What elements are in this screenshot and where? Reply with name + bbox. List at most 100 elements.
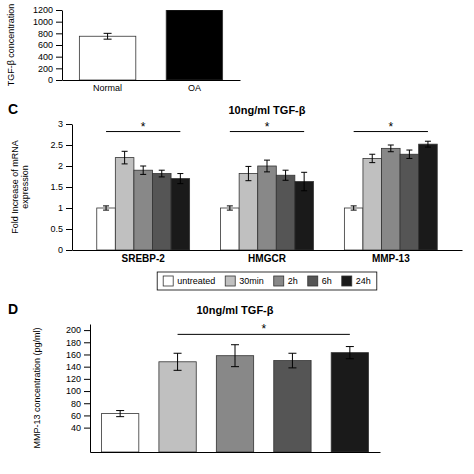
- tick-label: 400: [38, 52, 53, 62]
- error-bar: [346, 347, 354, 359]
- significance-text: *: [141, 120, 146, 134]
- legend-item: 30min: [225, 276, 264, 286]
- significance-text: *: [388, 120, 393, 134]
- panel: 020040060080010001200NormalOATGF-β conce…: [6, 4, 241, 94]
- legend-item: 24h: [342, 276, 371, 286]
- tick-mark: [84, 428, 90, 429]
- legend-swatch: [163, 276, 173, 286]
- chart-title: 10ng/ml TGF-β: [229, 104, 306, 116]
- significance-text: *: [265, 120, 270, 134]
- tick: 120: [66, 374, 90, 384]
- x-axis: NormalOA: [63, 81, 241, 94]
- legend-swatch: [274, 276, 284, 286]
- bar: [221, 208, 240, 250]
- legend-frame: [157, 272, 377, 290]
- error-bar: [264, 160, 270, 172]
- tick: 2: [58, 161, 72, 171]
- bar: [239, 174, 258, 250]
- bar: [295, 182, 314, 250]
- tick-label: 0: [58, 245, 63, 255]
- tick-mark: [84, 403, 90, 404]
- tick-label: 1000: [33, 17, 53, 27]
- panel-label: D: [8, 301, 18, 317]
- error-bar: [288, 353, 296, 368]
- legend-label: 24h: [356, 276, 371, 286]
- error-bar: [301, 172, 307, 190]
- legend-item: untreated: [163, 276, 215, 286]
- y-axis-title: Fold Increase of mRNAexpression: [10, 140, 30, 234]
- y-axis: 00.511.522.53: [50, 119, 72, 255]
- bar-series: [115, 151, 381, 250]
- bar: [258, 166, 277, 250]
- tick-mark: [84, 342, 90, 343]
- bar: [382, 148, 401, 250]
- tick-label: 180: [66, 338, 81, 348]
- tick: HMGCR: [248, 253, 287, 264]
- chart-root: 020040060080010001200NormalOATGF-β conce…: [0, 0, 474, 474]
- bar: [419, 144, 438, 250]
- tick: 0: [58, 245, 72, 255]
- tick-label: 1200: [33, 5, 53, 15]
- tick-mark: [56, 68, 62, 69]
- legend-swatch: [342, 276, 352, 286]
- bar: [216, 356, 253, 452]
- bar: [400, 154, 419, 250]
- error-bar: [174, 353, 182, 370]
- plot-area: [101, 345, 368, 452]
- tick-label: SREBP-2: [122, 253, 166, 264]
- tick: 80: [71, 399, 90, 409]
- tick: 0: [48, 75, 62, 85]
- tick-mark: [84, 354, 90, 355]
- tick-label: 2: [58, 161, 63, 171]
- panel: D*406080100120140160180200MMP-13 concent…: [8, 301, 381, 453]
- tick-mark: [66, 208, 72, 209]
- axis-line: [91, 452, 381, 453]
- tick: 400: [38, 52, 62, 62]
- tick-mark: [66, 145, 72, 146]
- tick: 600: [38, 40, 62, 50]
- error-bar: [122, 151, 128, 164]
- bar: [363, 158, 382, 250]
- plot-area: [79, 10, 222, 80]
- bar: [274, 361, 311, 452]
- bar: [152, 174, 171, 250]
- error-bar: [388, 145, 394, 152]
- y-axis: 0200 400 600800 1000 1200: [33, 5, 63, 85]
- tick-mark: [84, 379, 90, 380]
- bar-series: [152, 150, 418, 250]
- tick-mark: [66, 229, 72, 230]
- tick-mark: [66, 124, 72, 125]
- legend-label: 6h: [322, 276, 332, 286]
- tick-mark: [66, 250, 72, 251]
- tick: 200: [38, 64, 62, 74]
- bar: [97, 208, 116, 250]
- legend-label: untreated: [177, 276, 215, 286]
- tick: 0.5: [50, 224, 72, 234]
- error-bar: [406, 150, 412, 158]
- tick-mark: [84, 391, 90, 392]
- tick-label: MMP-13: [372, 253, 410, 264]
- tick-mark: [84, 415, 90, 416]
- legend-label: 2h: [288, 276, 298, 286]
- tick-label: 60: [71, 411, 81, 421]
- tick: 200: [66, 325, 90, 335]
- error-bar: [103, 206, 109, 210]
- tick: 180: [66, 338, 90, 348]
- bar: [101, 414, 138, 452]
- x-axis: [91, 452, 381, 453]
- legend-swatch: [308, 276, 318, 286]
- panel: C***00.511.522.53SREBP-2HMGCRMMP-13Fold …: [8, 101, 463, 290]
- tick: 800: [38, 29, 62, 39]
- bar-series: [79, 10, 222, 80]
- bar: [276, 175, 295, 250]
- tick: 140: [66, 362, 90, 372]
- bar: [159, 362, 196, 452]
- tick-mark: [84, 367, 90, 368]
- error-bar: [245, 166, 251, 180]
- tick-label: 120: [66, 374, 81, 384]
- y-axis: 406080100120140160180200: [66, 325, 91, 453]
- tick-label: 40: [71, 423, 81, 433]
- error-bar: [283, 170, 289, 180]
- tick-label: 600: [38, 40, 53, 50]
- tick: OA: [188, 83, 201, 93]
